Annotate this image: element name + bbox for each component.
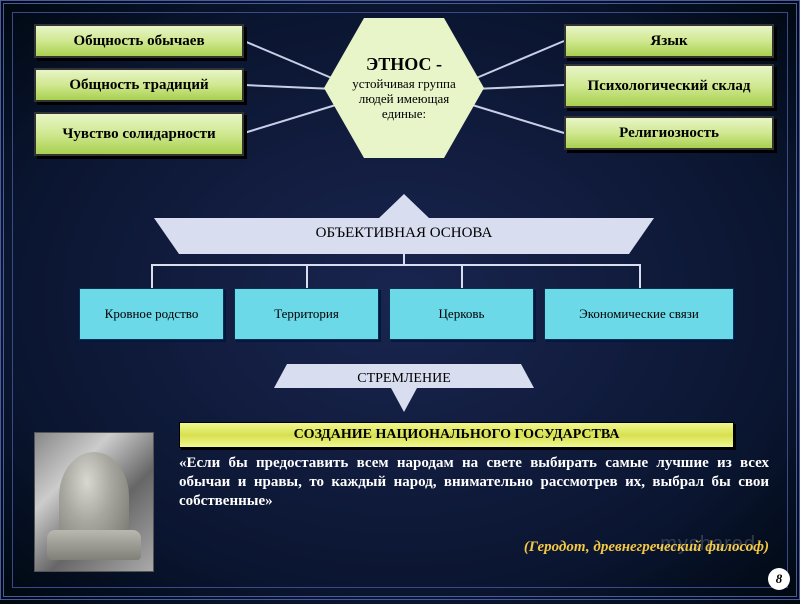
right-pill-language: Язык [564, 24, 774, 58]
watermark: myshared [660, 533, 756, 556]
basis-label: Церковь [439, 306, 485, 322]
basis-title: ОБЪЕКТИВНАЯ ОСНОВА [316, 225, 493, 242]
right-pill-religion: Религиозность [564, 116, 774, 150]
basis-box-kinship: Кровное родство [79, 288, 224, 340]
left-pill-solidarity: Чувство солидарности [34, 112, 244, 156]
basis-connector-v2 [306, 264, 308, 288]
left-pill-traditions: Общность традиций [34, 68, 244, 102]
basis-connector-v4 [639, 264, 641, 288]
right-pill-psychology: Психологический склад [564, 64, 774, 108]
aspiration-label: СТРЕМЛЕНИЕ [357, 371, 451, 387]
basis-label: Экономические связи [579, 306, 699, 322]
pill-label: Общность обычаев [73, 33, 204, 50]
basis-box-church: Церковь [389, 288, 534, 340]
center-title: ЭТНОС - [366, 54, 442, 75]
left-pill-customs: Общность обычаев [34, 24, 244, 58]
basis-box-economy: Экономические связи [544, 288, 734, 340]
pill-label: Религиозность [619, 125, 719, 142]
basis-connector-h [151, 264, 641, 266]
basis-connector-v3 [461, 264, 463, 288]
slide-number: 8 [768, 568, 790, 590]
quote-text: «Если бы предоставить всем народам на св… [179, 454, 769, 510]
pill-label: Психологический склад [587, 78, 750, 95]
center-subtitle: устойчивая группа людей имеющая единые: [346, 77, 462, 122]
pill-label: Общность традиций [69, 77, 208, 94]
basis-label: Территория [274, 306, 339, 322]
basis-box-territory: Территория [234, 288, 379, 340]
basis-connector-stem [403, 254, 405, 266]
pill-label: Язык [650, 33, 687, 50]
goal-label: СОЗДАНИЕ НАЦИОНАЛЬНОГО ГОСУДАРСТВА [294, 427, 620, 443]
bust-shape [59, 452, 129, 552]
goal-bar: СОЗДАНИЕ НАЦИОНАЛЬНОГО ГОСУДАРСТВА [179, 422, 734, 448]
pill-label: Чувство солидарности [62, 126, 215, 143]
basis-label: Кровное родство [105, 306, 199, 322]
herodotus-portrait [34, 432, 154, 572]
basis-connector-v1 [151, 264, 153, 288]
